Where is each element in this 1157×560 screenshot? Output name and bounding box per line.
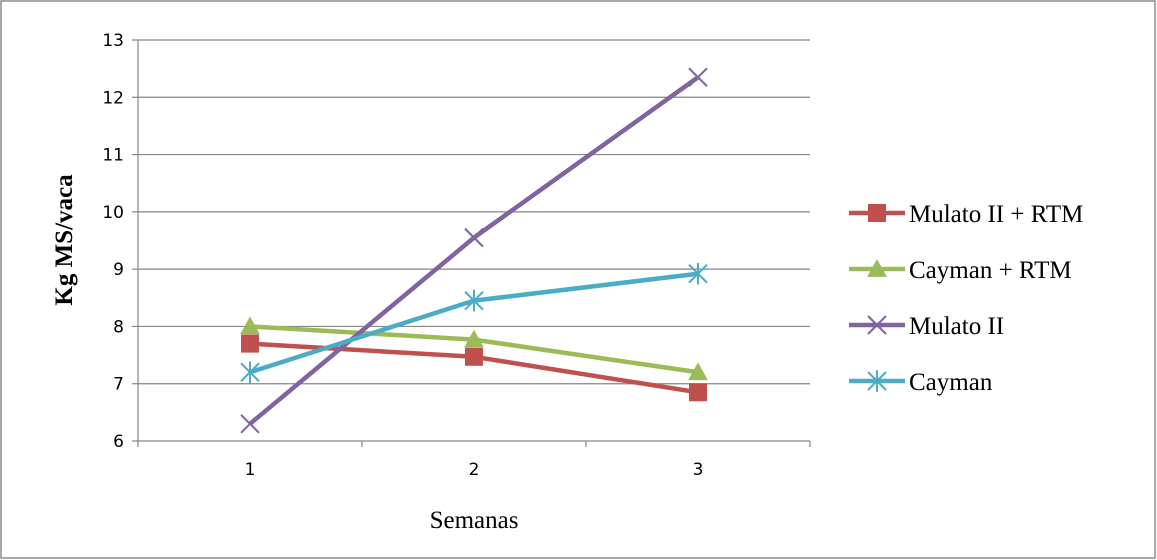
x-tick-label: 3 (693, 460, 704, 480)
x-tick-label: 2 (469, 460, 480, 480)
y-tick-label: 9 (113, 260, 124, 280)
y-tick-label: 11 (102, 146, 124, 166)
markers-layer (240, 67, 708, 434)
data-point (688, 67, 708, 87)
data-point (688, 362, 708, 381)
y-tick-label: 7 (113, 375, 124, 395)
legend-item: Cayman + RTM (849, 257, 1072, 284)
data-point (867, 370, 887, 392)
data-point (240, 316, 260, 335)
y-tick-label: 6 (113, 432, 124, 452)
data-point (240, 414, 260, 434)
legend-label: Mulato II + RTM (909, 201, 1083, 228)
legend-item: Cayman (849, 369, 993, 396)
data-point (241, 334, 259, 353)
data-point (240, 361, 260, 384)
legend: Mulato II + RTM Cayman + RTM Mulato II Caym… (849, 201, 1083, 396)
data-point (465, 347, 483, 366)
data-point (867, 259, 887, 277)
x-axis-title: Semanas (430, 507, 519, 534)
y-tick-label: 13 (102, 31, 124, 51)
data-point (464, 289, 484, 312)
legend-label: Cayman + RTM (909, 257, 1072, 284)
data-point (688, 262, 708, 285)
y-tick-label: 8 (113, 317, 124, 337)
legend-label: Mulato II (909, 313, 1004, 340)
data-point (689, 383, 707, 402)
y-tick-label: 10 (102, 203, 124, 223)
x-tick-label: 1 (245, 460, 256, 480)
data-point (868, 204, 886, 222)
y-tick-label: 12 (102, 88, 124, 108)
data-point (464, 329, 484, 348)
y-axis-title: Kg MS/vaca (51, 174, 78, 306)
data-point (867, 315, 887, 335)
legend-label: Cayman (909, 369, 993, 396)
data-point (464, 227, 484, 248)
legend-item: Mulato II (849, 313, 1004, 340)
legend-item: Mulato II + RTM (849, 201, 1083, 228)
